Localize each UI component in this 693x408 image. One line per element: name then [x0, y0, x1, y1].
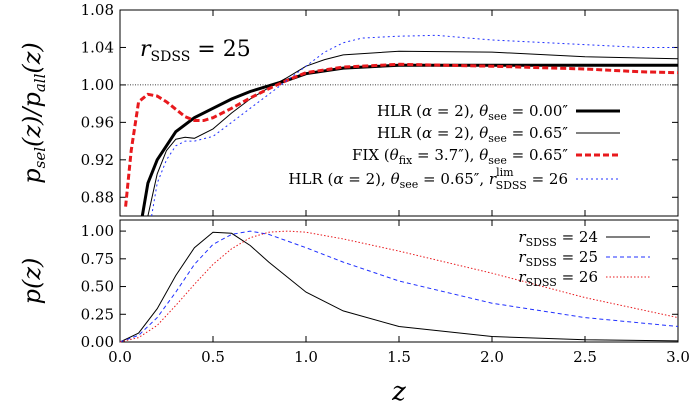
legend-label-hlr-lim26: HLR (α = 2), θsee = 0.65″, rlim SDSS = 26	[288, 166, 568, 192]
bottom-x-tick-label: 3.0	[666, 348, 690, 366]
bottom-x-tick-label: 2.5	[573, 348, 597, 366]
top-y-tick-label: 1.00	[81, 76, 114, 94]
bottom-x-tick-label: 1.5	[387, 348, 411, 366]
bottom-y-tick-label: 0.00	[81, 333, 114, 351]
bottom-y-tick-label: 0.50	[81, 278, 114, 296]
bottom-x-tick-label: 1.0	[294, 348, 318, 366]
bottom-x-tick-label: 2.0	[480, 348, 504, 366]
top-y-tick-label: 0.96	[81, 113, 114, 131]
bottom-y-axis-label: p(z)	[18, 258, 46, 305]
x-axis-label: z	[391, 377, 406, 407]
bottom-y-tick-label: 1.00	[81, 222, 114, 240]
legend-label-hlr-065: HLR (α = 2), θsee = 0.65″	[377, 124, 568, 145]
top-series-group	[124, 34, 679, 217]
top-axis-ticks: 0.88 0.92 0.96 1.00 1.04 1.08	[81, 1, 679, 216]
legend-label-hlr-0: HLR (α = 2), θsee = 0.00″	[377, 102, 568, 123]
top-annotation: rSDSS = 25	[140, 37, 251, 65]
top-y-tick-label: 0.88	[81, 188, 114, 206]
top-y-axis-label: psel(z)/pall(z)	[18, 42, 49, 184]
legend-label-r26: rSDSS = 26	[518, 268, 598, 289]
top-series-line-4	[151, 34, 678, 217]
bottom-axis-ticks: 0.00 0.25 0.50 0.75 1.00 0.0 0.5 1.0 1.5 2.0 2.5 3.…	[81, 220, 690, 366]
top-y-tick-label: 1.08	[81, 1, 114, 19]
bottom-series-line-3	[119, 230, 679, 343]
bottom-y-tick-label: 0.75	[81, 250, 114, 268]
top-legend: HLR (α = 2), θsee = 0.00″ HLR (α = 2), θ…	[288, 102, 620, 192]
bottom-y-tick-label: 0.25	[81, 305, 114, 323]
bottom-legend: rSDSS = 24 rSDSS = 25 rSDSS = 26	[518, 228, 650, 289]
legend-label-r24: rSDSS = 24	[518, 228, 598, 249]
bottom-series-line-1	[119, 231, 679, 343]
bottom-x-tick-label: 0.0	[108, 348, 132, 366]
top-y-tick-label: 1.04	[81, 38, 114, 56]
legend-label-fix: FIX (θfix = 3.7″), θsee = 0.65″	[352, 146, 568, 167]
legend-label-r25: rSDSS = 25	[518, 248, 598, 269]
bottom-series-group	[119, 230, 679, 343]
top-y-tick-label: 0.92	[81, 151, 114, 169]
bottom-series-line-2	[119, 230, 679, 343]
top-series-line-3	[124, 62, 679, 207]
bottom-x-tick-label: 0.5	[201, 348, 225, 366]
